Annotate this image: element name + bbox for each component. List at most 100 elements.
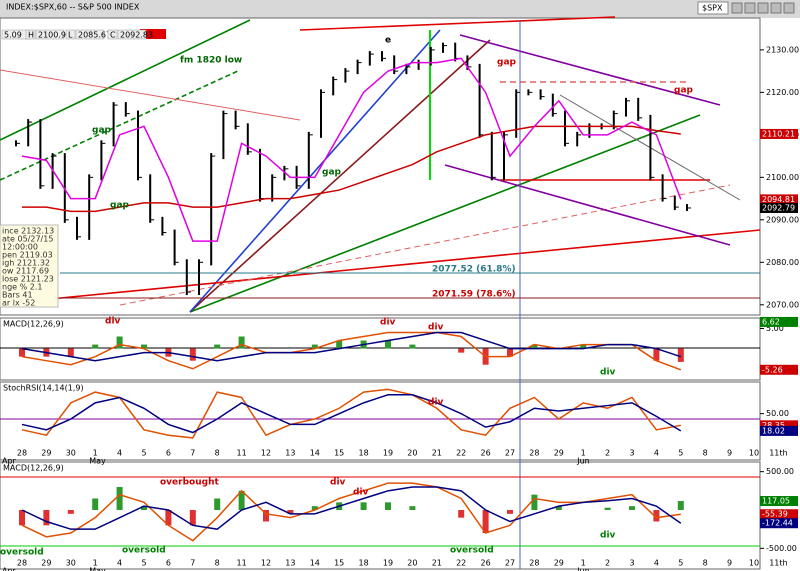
month-label: Jun bbox=[576, 567, 590, 571]
x-tick-label: 21 bbox=[432, 559, 442, 568]
histogram-bar bbox=[531, 494, 538, 510]
x-tick-label: 12 bbox=[261, 449, 271, 458]
annotation: oversold bbox=[122, 546, 166, 556]
panel-title: MACD(12,26,9) bbox=[3, 320, 64, 329]
x-tick-label: 18 bbox=[359, 559, 369, 568]
quote-box bbox=[75, 29, 105, 40]
toolbar-button[interactable] bbox=[783, 2, 795, 14]
x-tick-label: 9 bbox=[727, 559, 732, 568]
histogram-bar bbox=[67, 510, 74, 514]
change-box bbox=[140, 29, 166, 39]
x-tick-label: 30 bbox=[66, 449, 76, 458]
price-tag bbox=[760, 316, 798, 327]
x-tick-label: 22 bbox=[456, 559, 466, 568]
x-tick-label: 14 bbox=[310, 449, 320, 458]
x-tick-label: 4 bbox=[117, 449, 122, 458]
quote-value: C bbox=[110, 31, 116, 40]
histogram-bar bbox=[238, 336, 245, 349]
histogram-bar bbox=[409, 344, 416, 349]
price-tag bbox=[760, 425, 798, 436]
annotation: gap bbox=[674, 86, 694, 96]
histogram-bar bbox=[214, 344, 221, 349]
price-tag-label: -55.39 bbox=[762, 510, 788, 519]
x-tick-label: 11 bbox=[237, 449, 247, 458]
month-label: May bbox=[89, 457, 106, 466]
y-tick-label: 2120.00 bbox=[766, 88, 799, 97]
price-tag-label: -172.44 bbox=[762, 519, 793, 528]
x-tick-label: 1 bbox=[581, 449, 586, 458]
symbol-box[interactable] bbox=[697, 1, 729, 15]
x-tick-label: 2 bbox=[605, 559, 610, 568]
histogram-bar bbox=[263, 510, 269, 522]
annotation: div bbox=[330, 478, 346, 488]
histogram-bar bbox=[214, 498, 221, 510]
x-tick-label: 15 bbox=[334, 559, 344, 568]
x-tick-label: 9 bbox=[727, 449, 732, 458]
histogram-bar bbox=[238, 490, 245, 510]
histogram-bar bbox=[555, 506, 562, 510]
x-tick-label: 11 bbox=[237, 559, 247, 568]
x-tick-label: 1 bbox=[581, 559, 586, 568]
histogram-bar bbox=[360, 502, 367, 510]
price-tag bbox=[760, 509, 798, 520]
histogram-bar bbox=[531, 344, 538, 349]
info-line: nge % 2.1 bbox=[2, 283, 42, 292]
annotation: div bbox=[600, 368, 616, 378]
price-tag-label: 18.02 bbox=[762, 426, 785, 435]
x-tick-label: 12 bbox=[261, 559, 271, 568]
info-line: 12:00:00 bbox=[2, 243, 38, 252]
histogram-bar bbox=[19, 348, 25, 357]
trendline bbox=[189, 114, 701, 313]
x-tick-label: 30 bbox=[66, 559, 76, 568]
trendline bbox=[0, 69, 301, 121]
y-tick-label: 500.00 bbox=[766, 467, 794, 476]
price-tag-label: -5.26 bbox=[762, 365, 783, 374]
toolbar-button[interactable] bbox=[770, 2, 782, 14]
histogram-bar bbox=[653, 348, 660, 361]
histogram-bar bbox=[141, 506, 147, 510]
title-bar bbox=[0, 0, 800, 18]
x-tick-label: 28 bbox=[529, 559, 539, 568]
trendline bbox=[119, 184, 731, 306]
histogram-bar bbox=[482, 510, 489, 533]
toolbar-button[interactable] bbox=[744, 2, 756, 14]
trendline bbox=[189, 29, 441, 313]
x-tick-label: 20 bbox=[407, 449, 417, 458]
histogram-bar bbox=[92, 498, 99, 510]
histogram-bar bbox=[507, 510, 513, 514]
macd2-panel bbox=[0, 461, 761, 570]
y-tick-label: 5.00 bbox=[766, 324, 784, 333]
histogram-bar bbox=[189, 348, 196, 361]
x-tick-label: 7 bbox=[190, 559, 195, 568]
x-tick-label: 2 bbox=[605, 449, 610, 458]
price-tag bbox=[760, 518, 798, 529]
histogram-bar bbox=[458, 348, 465, 353]
annotation: div bbox=[428, 398, 444, 408]
x-tick-label: 29 bbox=[554, 449, 564, 458]
quote-value: H bbox=[28, 31, 34, 40]
x-tick-label: 15 bbox=[334, 449, 344, 458]
x-tick-label: 29 bbox=[41, 559, 51, 568]
annotation: overbought bbox=[160, 478, 219, 488]
annotation: oversold bbox=[0, 548, 44, 558]
x-tick-label: 27 bbox=[505, 559, 515, 568]
x-tick-label: 10 bbox=[749, 449, 759, 458]
x-tick-label: 28 bbox=[17, 559, 27, 568]
quote-box bbox=[117, 29, 147, 40]
macd-panel bbox=[0, 317, 761, 381]
x-tick-label: 21 bbox=[432, 449, 442, 458]
info-line: ate 05/27/15 bbox=[2, 235, 53, 244]
x-tick-label: 5 bbox=[141, 449, 146, 458]
x-tick-label: 1 bbox=[93, 449, 98, 458]
stoch-panel bbox=[0, 381, 761, 461]
x-tick-label: 8 bbox=[215, 559, 220, 568]
info-line: ar lx -52 bbox=[2, 299, 35, 308]
toolbar-button[interactable] bbox=[757, 2, 769, 14]
x-tick-label: 20 bbox=[407, 559, 417, 568]
month-label: Apr bbox=[2, 457, 17, 466]
toolbar-button[interactable] bbox=[731, 2, 743, 14]
x-tick-label: 1 bbox=[93, 559, 98, 568]
x-tick-label: 29 bbox=[554, 559, 564, 568]
info-panel bbox=[0, 224, 59, 308]
